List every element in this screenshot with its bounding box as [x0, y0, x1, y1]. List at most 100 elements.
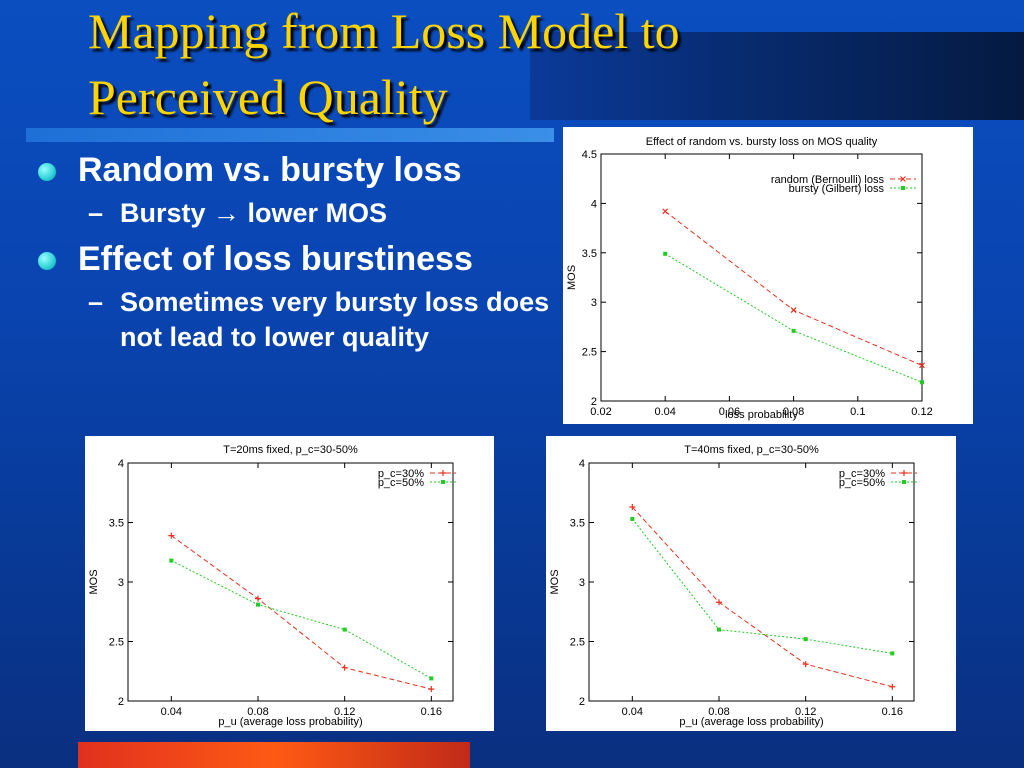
y-axis-label: MOS	[566, 265, 578, 290]
series-group	[662, 208, 925, 369]
legend-label: random (Bernoulli) loss	[771, 174, 885, 186]
y-tick-label: 2	[591, 396, 597, 408]
chart-svg: T=20ms fixed, p_c=30-50% 2 2.5 3 3.5 4 0.04 0.0…	[88, 444, 456, 728]
chart-t40ms: T=40ms fixed, p_c=30-50% 2 2.5 3 3.5 4 0.04 0.0…	[546, 436, 956, 731]
data-point	[168, 532, 175, 539]
data-point	[169, 558, 174, 563]
data-point	[790, 307, 797, 314]
data-point	[255, 595, 261, 602]
legend-label: p_c=50%	[378, 477, 424, 489]
y-axis-label: MOS	[88, 569, 100, 594]
y-tick-label: 4	[118, 458, 124, 470]
data-point	[803, 637, 808, 642]
series-line	[664, 210, 923, 366]
series-line	[171, 560, 432, 679]
x-tick-label: 0.04	[654, 406, 675, 418]
sub-bullet-text: Sometimes very bursty loss does not lead…	[120, 287, 550, 352]
series-group	[629, 504, 896, 690]
data-point	[802, 661, 809, 668]
x-tick-label: 0.02	[590, 406, 611, 418]
y-tick-label: 2.5	[109, 637, 124, 649]
data-point	[920, 380, 924, 385]
x-tick-label: 0.04	[622, 706, 643, 718]
data-point	[791, 328, 796, 333]
series-group	[630, 516, 895, 656]
x-tick-label: 0.08	[708, 706, 729, 718]
bullet-text: Random vs. bursty loss	[78, 151, 462, 189]
legend-marker	[900, 176, 906, 182]
sub-bullet-item: – Bursty → lower MOS	[38, 196, 558, 231]
y-tick-label: 2	[118, 696, 124, 708]
bullet-item: Random vs. bursty loss	[38, 150, 558, 190]
plot-frame	[127, 462, 454, 702]
x-tick-label: 0.08	[783, 406, 804, 418]
bullet-dot-icon	[38, 163, 56, 181]
series-group	[168, 532, 435, 693]
sub-bullet-text: Bursty → lower MOS	[120, 198, 388, 228]
series-group	[169, 558, 434, 681]
x-tick-label: 0.04	[161, 706, 182, 718]
legend-label: p_c=30%	[839, 468, 885, 480]
data-point	[429, 676, 434, 681]
title-underline-bar	[26, 128, 554, 142]
legend-marker	[901, 186, 905, 190]
legend-marker	[441, 480, 445, 484]
chart-t20ms: T=20ms fixed, p_c=30-50% 2 2.5 3 3.5 4 0.04 0.0…	[85, 436, 494, 731]
data-point	[256, 602, 260, 607]
y-tick-label: 3.5	[109, 518, 124, 530]
y-tick-label: 2	[579, 696, 585, 708]
y-axis-label: MOS	[549, 569, 561, 594]
y-tick-label: 4.5	[582, 149, 597, 161]
bullet-dot-icon	[38, 252, 56, 270]
legend-marker	[902, 480, 906, 484]
data-point	[341, 664, 348, 671]
x-tick-label: 0.16	[882, 706, 903, 718]
series-line	[631, 506, 893, 688]
plot-frame	[600, 153, 923, 402]
bullet-list: Random vs. bursty loss – Bursty → lower …	[38, 150, 558, 363]
data-point	[663, 251, 668, 256]
y-tick-label: 3	[579, 577, 585, 589]
legend-label: p_c=30%	[378, 468, 424, 480]
bullet-text: Effect of loss burstiness	[78, 240, 473, 278]
x-tick-label: 0.06	[719, 406, 740, 418]
slide-title: Mapping from Loss Model to Perceived Qua…	[88, 3, 680, 125]
x-tick-label: 0.12	[334, 706, 355, 718]
series-line	[631, 518, 893, 654]
x-tick-label: 0.08	[247, 706, 268, 718]
accent-bar	[78, 742, 470, 768]
data-point	[889, 683, 896, 690]
x-tick-label: 0.12	[911, 406, 932, 418]
chart-title: T=20ms fixed, p_c=30-50%	[223, 444, 358, 456]
data-point	[919, 362, 925, 369]
chart-title: T=40ms fixed, p_c=30-50%	[684, 444, 819, 456]
chart-random-vs-bursty: Effect of random vs. bursty loss on MOS …	[563, 127, 973, 424]
legend-marker	[901, 470, 907, 476]
x-tick-label: 0.1	[850, 406, 865, 418]
data-point	[629, 504, 636, 511]
data-point	[716, 599, 722, 606]
y-tick-label: 3.5	[570, 518, 585, 530]
y-tick-label: 2.5	[582, 347, 597, 359]
y-tick-label: 3.5	[582, 248, 597, 260]
data-point	[662, 208, 669, 215]
y-tick-label: 4	[579, 458, 585, 470]
y-tick-label: 2.5	[570, 637, 585, 649]
x-tick-label: 0.16	[421, 706, 442, 718]
y-tick-label: 3	[118, 577, 124, 589]
data-point	[428, 686, 435, 693]
legend-label: p_c=50%	[839, 477, 885, 489]
legend-label: bursty (Gilbert) loss	[789, 183, 885, 195]
title-background-band	[530, 32, 1024, 120]
y-tick-label: 3	[591, 297, 597, 309]
series-group	[663, 251, 924, 385]
x-tick-label: 0.12	[795, 706, 816, 718]
plot-frame	[588, 462, 915, 702]
x-axis-label: p_u (average loss probability)	[218, 716, 362, 728]
dash-icon: –	[88, 287, 104, 317]
data-point	[630, 516, 635, 521]
legend-marker	[440, 470, 446, 476]
series-line	[171, 535, 432, 690]
y-tick-label: 4	[591, 198, 597, 210]
series-line	[664, 253, 923, 383]
